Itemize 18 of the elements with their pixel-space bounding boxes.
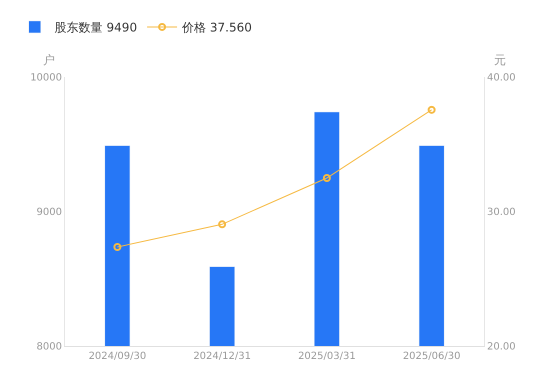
point: [428, 106, 436, 114]
x-tick-label: 2025/06/30: [402, 351, 460, 362]
y-tick-label: 9000: [36, 207, 62, 218]
x-tick-label: 2024/12/31: [193, 351, 251, 362]
x-tick-label: 2024/09/30: [88, 351, 146, 362]
y-tick-label: 8000: [36, 342, 62, 352]
legend-label: 价格 37.560: [181, 20, 252, 35]
legend-label: 股东数量 9490: [54, 20, 138, 35]
y2-axis-title: 元: [494, 53, 506, 67]
y2-tick-label: 30.00: [487, 207, 516, 218]
point: [322, 174, 331, 182]
y-axis-title: 户: [43, 53, 55, 67]
y2-tick-label: 40.00: [487, 72, 516, 84]
x-tick-label: 2025/03/31: [298, 351, 356, 362]
point: [113, 243, 122, 252]
y-tick-label: 10000: [30, 72, 62, 84]
point: [218, 220, 226, 228]
y2-tick-label: 20.00: [487, 342, 516, 352]
